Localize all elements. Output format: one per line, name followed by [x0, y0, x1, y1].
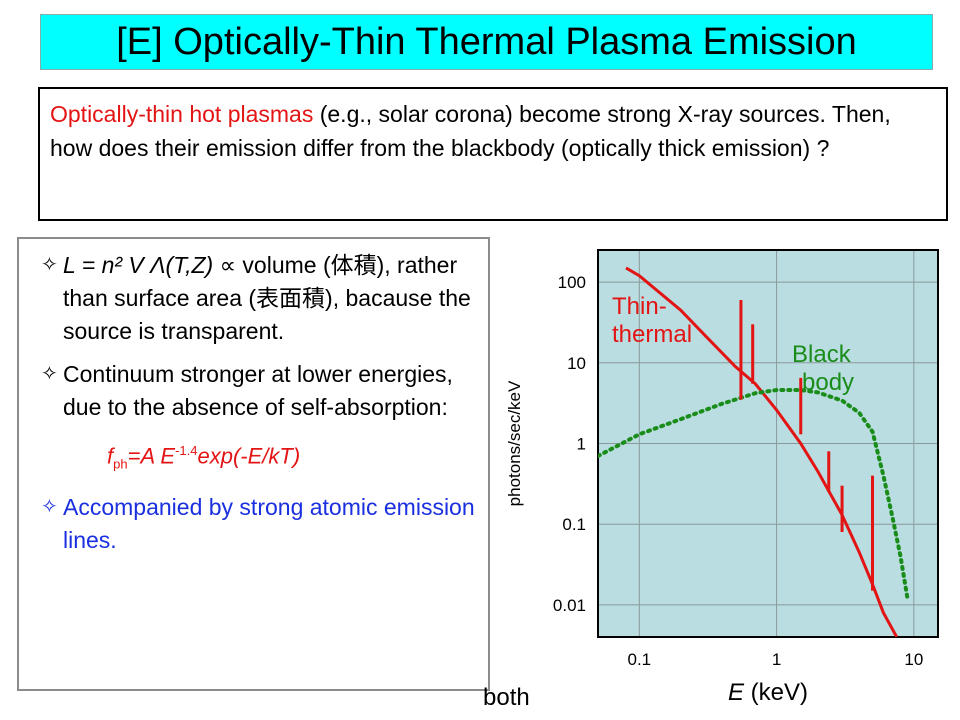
plot-frame: [597, 249, 939, 638]
diamond-bullet-icon: ✧: [41, 495, 58, 518]
bullet-continuum-text: Continuum stronger at lower energies, du…: [63, 361, 453, 420]
intro-highlight: Optically-thin hot plasmas: [50, 101, 314, 127]
x-tick-label: 0.1: [627, 650, 651, 669]
luminosity-formula: L = n² V Λ(T,Z) ∝: [63, 252, 237, 278]
blackbody-series-label: body: [802, 369, 854, 396]
formula-f: f: [107, 443, 114, 469]
bullet-volume-text: L = n² V Λ(T,Z) ∝ volume (体積), rather th…: [63, 249, 478, 348]
bullets-box: ✧ L = n² V Λ(T,Z) ∝ volume (体積), rather …: [17, 237, 490, 691]
footer-fragment: both: [483, 684, 530, 711]
x-axis-label-unit: (keV): [744, 679, 808, 706]
blackbody-series-label: Black: [792, 341, 852, 368]
slide-title: [E] Optically-Thin Thermal Plasma Emissi…: [116, 21, 857, 63]
y-tick-label: 10: [567, 354, 586, 373]
thin-thermal-series-label: thermal: [612, 321, 692, 348]
blackbody-series-line: [598, 388, 910, 601]
y-axis-label: photons/sec/keV: [505, 380, 524, 506]
diamond-bullet-icon: ✧: [41, 254, 58, 276]
intro-text: (e.g., solar corona) become strong X-ray…: [50, 101, 891, 161]
formula-sub: ph: [113, 456, 128, 472]
x-tick-label: 10: [904, 650, 923, 669]
y-tick-label: 100: [558, 273, 586, 292]
bullet-lines: ✧ Accompanied by strong atomic emission …: [41, 491, 478, 557]
x-tick-label: 1: [772, 650, 781, 669]
bullet-volume-body: volume (体積), rather than surface area (表…: [63, 252, 471, 344]
photon-flux-formula: fph=A E-1.4exp(-E/kT): [107, 434, 478, 481]
thin-thermal-series-line: [625, 266, 899, 637]
spectrum-chart: 0.1 1 10 100 10 1 0.1 0.01 photons/sec/keV E (keV…: [505, 249, 939, 706]
thin-thermal-series-label: Thin-: [612, 293, 667, 320]
intro-box: Optically-thin hot plasmas (e.g., solar …: [38, 87, 948, 221]
y-tick-label: 1: [577, 435, 586, 454]
y-tick-label: 0.1: [562, 515, 586, 534]
x-axis-label-var: E: [728, 679, 745, 706]
x-axis-label: E (keV): [728, 679, 808, 706]
diamond-bullet-icon: ✧: [41, 363, 58, 385]
bullet-continuum: ✧ Continuum stronger at lower energies, …: [41, 358, 478, 424]
formula-eq: =A E: [127, 443, 176, 469]
formula-exp: -1.4: [175, 443, 198, 458]
y-tick-label: 0.01: [553, 596, 586, 615]
bullet-lines-text: Accompanied by strong atomic emission li…: [63, 493, 475, 553]
bullet-volume: ✧ L = n² V Λ(T,Z) ∝ volume (体積), rather …: [41, 249, 478, 348]
title-banner: [E] Optically-Thin Thermal Plasma Emissi…: [40, 14, 933, 70]
formula-tail: exp(-E/kT): [197, 443, 301, 469]
